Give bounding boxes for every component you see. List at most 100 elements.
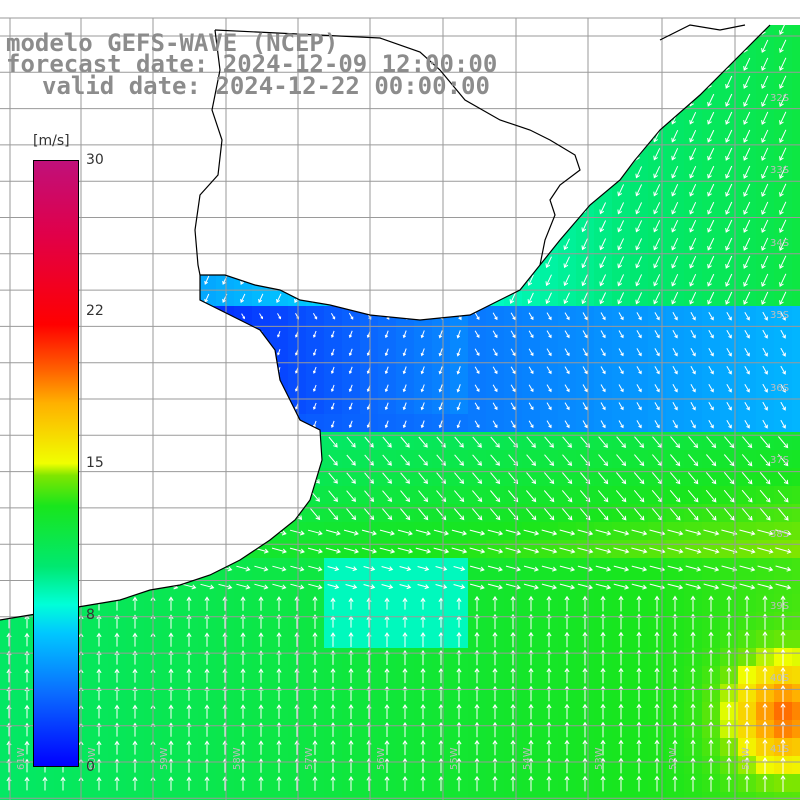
wind-cell (666, 414, 685, 433)
wind-cell (288, 288, 307, 307)
wind-arrow (725, 147, 733, 161)
wind-cell (558, 108, 577, 127)
lon-label: 60W (87, 747, 98, 770)
wind-cell (342, 216, 361, 235)
wind-arrow (546, 631, 552, 648)
wind-arrow (348, 330, 353, 339)
wind-arrow (492, 775, 498, 792)
wind-arrow (347, 275, 354, 286)
wind-arrow (4, 437, 14, 448)
wind-arrow (96, 740, 102, 755)
wind-arrow (474, 739, 480, 756)
wind-arrow (582, 330, 588, 339)
wind-arrow (564, 420, 570, 429)
wind-arrow (685, 547, 702, 554)
wind-arrow (186, 257, 192, 267)
valid-date: valid date: 2024-12-22 00:00:00 (42, 72, 490, 100)
wind-arrow (581, 184, 588, 197)
wind-arrow (204, 167, 210, 177)
wind-arrow (383, 113, 390, 124)
wind-arrow (635, 25, 643, 35)
wind-cell (666, 486, 685, 505)
wind-arrow (312, 185, 318, 196)
wind-arrow (581, 112, 588, 125)
wind-arrow (780, 365, 786, 375)
wind-cell (612, 522, 631, 541)
wind-arrow (258, 668, 264, 683)
wind-arrow (42, 776, 48, 791)
wind-arrow (744, 667, 750, 684)
wind-arrow (205, 385, 209, 392)
wind-cell (360, 540, 379, 559)
wind-cell (162, 540, 181, 559)
wind-arrow (277, 385, 281, 392)
wind-arrow (744, 757, 750, 774)
wind-arrow (527, 202, 534, 215)
wind-cell (468, 522, 487, 541)
wind-cell (468, 792, 487, 800)
wind-arrow (114, 204, 120, 213)
wind-arrow (631, 565, 648, 572)
wind-cell (162, 144, 181, 163)
wind-cell (0, 450, 19, 469)
wind-cell (108, 558, 127, 577)
wind-arrow (204, 275, 210, 285)
wind-cell (630, 126, 649, 145)
wind-arrow (455, 238, 462, 250)
wind-cell (612, 360, 631, 379)
wind-cell (342, 558, 361, 577)
wind-cell (522, 396, 541, 415)
wind-cell (378, 468, 397, 487)
wind-arrow (474, 330, 480, 339)
wind-arrow (633, 507, 645, 521)
wind-arrow (545, 148, 552, 161)
wind-arrow (348, 740, 354, 755)
wind-cell (558, 486, 577, 505)
wind-arrow (473, 25, 480, 34)
wind-arrow (564, 330, 570, 339)
wind-cell (540, 414, 559, 433)
wind-arrow (277, 349, 281, 356)
wind-cell (648, 576, 667, 595)
wind-arrow (600, 330, 606, 339)
wind-cell (666, 54, 685, 73)
wind-arrow (780, 329, 786, 339)
wind-arrow (599, 292, 607, 305)
wind-cell (738, 36, 757, 55)
wind-cell (198, 378, 217, 397)
wind-cell (594, 540, 613, 559)
wind-cell (792, 306, 800, 325)
wind-arrow (399, 566, 412, 572)
wind-arrow (259, 349, 263, 356)
wind-cell (414, 144, 433, 163)
wind-arrow (345, 566, 358, 572)
wind-arrow (545, 166, 552, 179)
wind-arrow (384, 348, 389, 357)
wind-cell (630, 36, 649, 55)
wind-arrow (492, 348, 498, 357)
wind-arrow (186, 221, 192, 231)
wind-arrow (582, 703, 588, 720)
wind-cell (180, 180, 199, 199)
wind-arrow (419, 202, 426, 214)
wind-cell (270, 252, 289, 271)
wind-arrow (292, 490, 303, 502)
wind-arrow (510, 330, 516, 339)
wind-arrow (600, 775, 606, 792)
wind-cell (126, 126, 145, 145)
wind-cell (720, 540, 739, 559)
wind-arrow (325, 529, 341, 536)
wind-arrow (312, 776, 318, 791)
wind-arrow (186, 632, 192, 647)
wind-cell (450, 252, 469, 271)
wind-arrow (330, 384, 335, 392)
wind-arrow (4, 490, 14, 502)
wind-arrow (527, 292, 534, 305)
wind-arrow (384, 384, 389, 393)
wind-cell (360, 288, 379, 307)
wind-arrow (618, 348, 624, 357)
wind-cell (414, 576, 433, 595)
wind-arrow (25, 367, 29, 373)
wind-arrow (312, 614, 318, 629)
wind-arrow (330, 758, 336, 773)
